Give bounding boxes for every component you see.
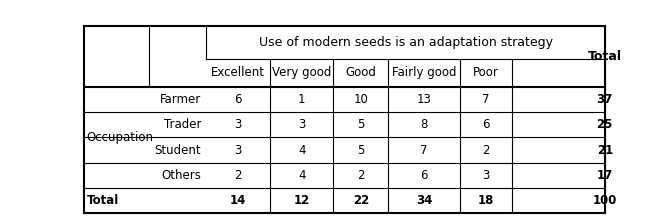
Text: 2: 2: [482, 144, 490, 157]
Text: 3: 3: [235, 118, 242, 131]
Text: 100: 100: [593, 194, 617, 207]
Text: 6: 6: [482, 118, 490, 131]
Text: 2: 2: [357, 169, 364, 182]
Text: 7: 7: [482, 93, 490, 106]
Text: 10: 10: [353, 93, 368, 106]
Text: Poor: Poor: [473, 66, 499, 79]
Text: Student: Student: [155, 144, 201, 157]
Text: 22: 22: [353, 194, 369, 207]
Text: 4: 4: [298, 169, 306, 182]
Text: Good: Good: [345, 66, 376, 79]
Text: 5: 5: [357, 118, 364, 131]
Text: Fairly good: Fairly good: [392, 66, 456, 79]
Text: 18: 18: [478, 194, 494, 207]
Text: 17: 17: [597, 169, 613, 182]
Text: 37: 37: [597, 93, 613, 106]
Text: Very good: Very good: [272, 66, 331, 79]
Text: 3: 3: [235, 144, 242, 157]
Text: 4: 4: [298, 144, 306, 157]
Text: 6: 6: [420, 169, 428, 182]
Text: 13: 13: [417, 93, 431, 106]
Text: 7: 7: [420, 144, 428, 157]
Text: Excellent: Excellent: [211, 66, 265, 79]
Text: 2: 2: [235, 169, 242, 182]
Text: Farmer: Farmer: [160, 93, 201, 106]
Text: Total: Total: [87, 194, 119, 207]
Text: 6: 6: [235, 93, 242, 106]
Text: 12: 12: [294, 194, 310, 207]
Text: Occupation: Occupation: [87, 131, 154, 144]
Text: 1: 1: [298, 93, 306, 106]
Text: 25: 25: [597, 118, 613, 131]
Text: Total: Total: [588, 50, 622, 63]
Text: 5: 5: [357, 144, 364, 157]
Text: Trader: Trader: [164, 118, 201, 131]
Text: 34: 34: [416, 194, 432, 207]
Text: 3: 3: [298, 118, 305, 131]
Text: 8: 8: [421, 118, 428, 131]
Text: Use of modern seeds is an adaptation strategy: Use of modern seeds is an adaptation str…: [259, 37, 552, 50]
Text: 3: 3: [482, 169, 490, 182]
Text: 14: 14: [230, 194, 247, 207]
Text: 21: 21: [597, 144, 613, 157]
Text: Others: Others: [161, 169, 201, 182]
